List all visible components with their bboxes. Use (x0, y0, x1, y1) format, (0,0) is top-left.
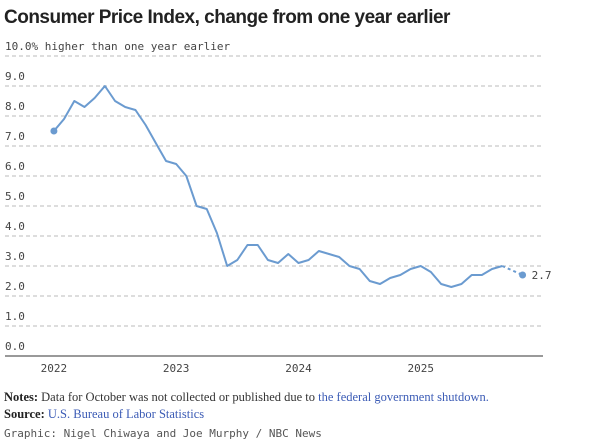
y-tick-label: 1.0 (5, 310, 25, 323)
source-label: Source: (4, 407, 45, 421)
y-tick-label: 7.0 (5, 130, 25, 143)
gap-bridge (501, 265, 523, 276)
value-label: 2.7 (532, 269, 552, 282)
notes: Notes: Data for October was not collecte… (4, 390, 489, 405)
source-link[interactable]: U.S. Bureau of Labor Statistics (47, 407, 205, 421)
credit: Graphic: Nigel Chiwaya and Joe Murphy / … (4, 427, 322, 440)
y-tick-label: 2.0 (5, 280, 25, 293)
chart: Consumer Price Index, change from one ye… (4, 7, 552, 375)
x-tick-label: 2025 (407, 362, 434, 375)
y-tick-label: 4.0 (5, 220, 25, 233)
x-tick-label: 2022 (41, 362, 68, 375)
y-tick-label: 8.0 (5, 100, 25, 113)
y-tick-label: 5.0 (5, 190, 25, 203)
x-tick-label: 2024 (285, 362, 312, 375)
y-tick-label: 3.0 (5, 250, 25, 263)
y-tick-label: 0.0 (5, 340, 25, 353)
notes-link[interactable]: the federal government shutdown. (318, 390, 489, 404)
cpi-line (53, 85, 503, 288)
chart-title: Consumer Price Index, change from one ye… (4, 7, 451, 28)
end-dot (50, 127, 58, 135)
end-dot (519, 271, 527, 279)
source: Source: U.S. Bureau of Labor Statistics (4, 407, 204, 422)
y-tick-label: 10.0% higher than one year earlier (5, 40, 231, 53)
y-tick-label: 6.0 (5, 160, 25, 173)
y-tick-label: 9.0 (5, 70, 25, 83)
notes-text: Data for October was not collected or pu… (41, 390, 316, 404)
x-tick-label: 2023 (163, 362, 190, 375)
notes-label: Notes: (4, 390, 39, 404)
